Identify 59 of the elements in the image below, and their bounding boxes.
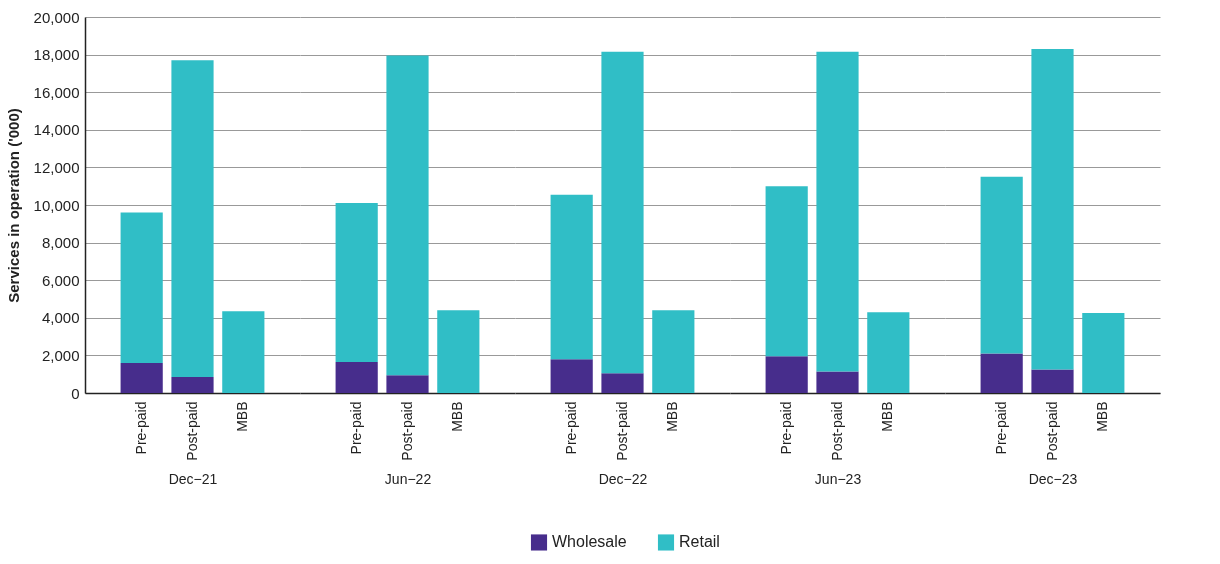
bar [550, 359, 593, 393]
x-tick-label: Post-paid [828, 401, 845, 461]
bar [386, 375, 429, 393]
x-axis-title: Dec−23 [1028, 470, 1078, 487]
y-axis-title: Services in operation ('000) [4, 108, 22, 303]
x-tick-label: Pre-paid [777, 401, 794, 455]
y-tick-label: 2,000 [41, 346, 80, 364]
x-axis-title: Dec−21 [168, 470, 218, 487]
x-tick-label: Pre-paid [347, 401, 364, 455]
y-tick-label: 18,000 [33, 46, 80, 64]
y-tick-label: 16,000 [33, 83, 80, 101]
bar [816, 371, 859, 393]
x-tick-label: MBB [664, 401, 681, 432]
y-tick-label: 14,000 [33, 121, 80, 139]
y-tick-label: 12,000 [33, 158, 80, 176]
x-tick-label: Pre-paid [992, 401, 1009, 455]
bar [120, 362, 163, 393]
x-axis-title: Dec−22 [598, 470, 648, 487]
bar [222, 311, 265, 393]
x-tick-label: Post-paid [613, 401, 630, 461]
legend-label: Wholesale [552, 533, 627, 551]
x-tick-label: Pre-paid [132, 401, 149, 455]
y-tick-label: 20,000 [33, 8, 80, 26]
bar [335, 203, 378, 362]
bar [765, 356, 808, 393]
legend-label: Retail [679, 533, 720, 551]
x-tick-label: Pre-paid [562, 401, 579, 455]
y-tick-label: 6,000 [41, 271, 80, 289]
bar [1031, 48, 1074, 370]
bar [171, 60, 214, 378]
bar [867, 312, 910, 393]
x-tick-label: MBB [449, 401, 466, 432]
x-tick-label: MBB [234, 401, 251, 432]
bar [335, 361, 378, 393]
y-tick-label: 10,000 [33, 196, 80, 214]
y-tick-label: 8,000 [41, 234, 80, 252]
bar [386, 55, 429, 376]
x-axis-title: Jun−22 [384, 470, 432, 487]
bar [1082, 313, 1125, 393]
bar [550, 194, 593, 360]
y-tick-label: 4,000 [41, 309, 80, 327]
x-tick-label: Post-paid [398, 401, 415, 461]
x-tick-label: Post-paid [183, 401, 200, 461]
bar [765, 186, 808, 357]
bar [601, 373, 644, 393]
x-axis-title: Jun−23 [814, 470, 862, 487]
bar [1031, 369, 1074, 393]
bar [171, 377, 214, 393]
x-tick-label: MBB [1094, 401, 1111, 432]
bar [816, 51, 859, 372]
bar [120, 212, 163, 363]
bar [601, 51, 644, 374]
bar [980, 353, 1023, 393]
bar [980, 176, 1023, 354]
y-tick-label: 0 [71, 384, 80, 402]
bar [652, 310, 695, 393]
bar [437, 310, 480, 393]
x-tick-label: Post-paid [1043, 401, 1060, 461]
x-tick-label: MBB [879, 401, 896, 432]
